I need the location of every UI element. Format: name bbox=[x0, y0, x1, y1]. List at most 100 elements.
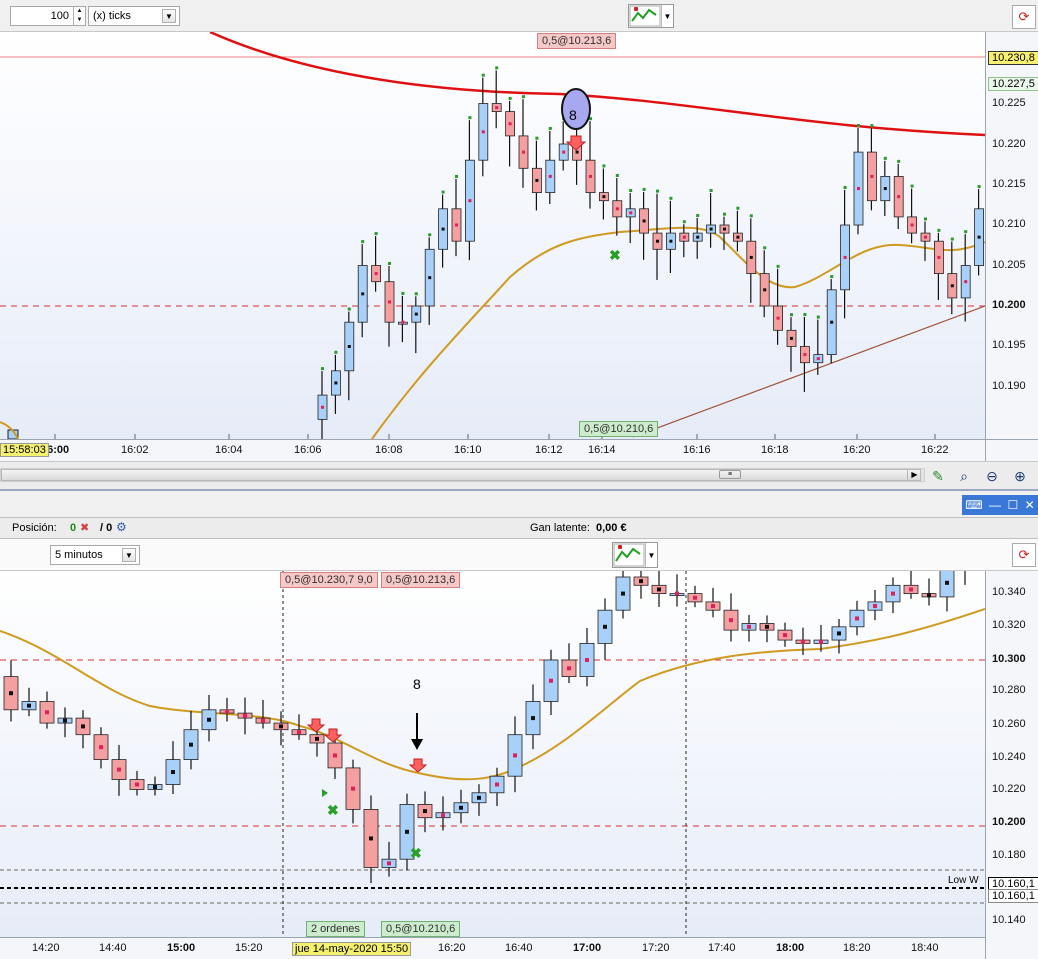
candle-dot bbox=[455, 223, 458, 227]
candle-dot bbox=[279, 724, 283, 729]
candle-marker bbox=[696, 214, 700, 218]
candle-dot bbox=[945, 580, 949, 585]
tools-button[interactable]: ⟳ bbox=[1012, 543, 1036, 567]
candle-marker bbox=[548, 126, 552, 130]
scroll-right-icon[interactable]: ▶ bbox=[907, 469, 921, 481]
candle-marker bbox=[347, 307, 351, 311]
candle-dot bbox=[803, 353, 807, 357]
candle-marker bbox=[321, 367, 324, 371]
tools-button[interactable]: ⟳ bbox=[1012, 5, 1036, 29]
candle-dot bbox=[615, 207, 619, 211]
candle-dot bbox=[423, 809, 427, 814]
timeframe-select[interactable]: 5 minutos ▼ bbox=[50, 545, 140, 565]
candle-dot bbox=[513, 753, 517, 758]
scroll-grip-icon: ≡ bbox=[719, 470, 741, 479]
ticks-unit-label: (x) ticks bbox=[93, 10, 131, 22]
maximize-icon[interactable]: ☐ bbox=[1007, 498, 1019, 512]
top-price-tick: 10.215 bbox=[992, 178, 1026, 190]
bottom-order-tag-1[interactable]: 0,5@10.230,7 9,0 bbox=[280, 572, 378, 588]
candle-dot bbox=[321, 405, 324, 409]
candle-dot bbox=[189, 742, 193, 747]
bottom-time-tick: 17:20 bbox=[642, 942, 670, 954]
bottom-price-tick: 10.240 bbox=[992, 751, 1026, 763]
candle-dot bbox=[977, 235, 981, 239]
signal-ellipse bbox=[561, 88, 591, 130]
trend-line bbox=[632, 305, 985, 438]
top-chart-svg: ✖ bbox=[0, 32, 985, 439]
position-value: 0 bbox=[70, 522, 77, 534]
bottom-time-tick: 17:00 bbox=[573, 942, 602, 954]
strategy-chart-icon bbox=[629, 5, 661, 27]
ticks-spinner[interactable]: 100 ▲ ▼ bbox=[10, 6, 86, 26]
scrollbar-thumb[interactable] bbox=[1, 469, 921, 481]
keyboard-icon[interactable]: ⌨ bbox=[965, 498, 983, 512]
top-order-tag-buy[interactable]: 0,5@10.210,6 bbox=[579, 421, 659, 437]
bottom-time-tick: 14:40 bbox=[99, 942, 127, 954]
bottom-price-tick: 10.320 bbox=[992, 619, 1026, 631]
candle-dot bbox=[459, 805, 463, 810]
chevron-down-icon: ▼ bbox=[162, 9, 176, 23]
chevron-down-icon[interactable]: ▼ bbox=[661, 5, 673, 27]
candle-dot bbox=[765, 624, 769, 629]
top-price-tick: 10.195 bbox=[992, 339, 1026, 351]
bottom-chart[interactable]: ✖ ✖ bbox=[0, 571, 985, 937]
candle-dot bbox=[388, 300, 391, 304]
position-label: Posición: bbox=[12, 522, 57, 534]
timeframe-label: 5 minutos bbox=[55, 549, 103, 561]
candle-dot bbox=[910, 223, 914, 227]
bottom-order-tag-2[interactable]: 0,5@10.213,6 bbox=[381, 572, 461, 588]
chevron-down-icon: ▼ bbox=[122, 548, 136, 562]
candle-dot bbox=[333, 753, 337, 758]
tools-icon[interactable]: ✎ bbox=[932, 467, 944, 484]
position-orders: / 0 bbox=[100, 522, 113, 534]
candle-marker bbox=[522, 95, 525, 99]
top-price-tick: 10.225 bbox=[992, 97, 1026, 109]
candle-dot bbox=[669, 239, 673, 243]
bottom-time-tick: 18:40 bbox=[911, 942, 939, 954]
zoom-fit-icon[interactable]: ⌕ bbox=[960, 467, 968, 484]
candle-dot bbox=[964, 280, 968, 284]
strategy-button-bottom[interactable]: ▼ bbox=[612, 542, 658, 568]
bottom-price-tick: 10.180 bbox=[992, 849, 1026, 861]
settings-gear-icon[interactable]: ⚙ bbox=[116, 520, 127, 534]
top-chart[interactable]: ✖ bbox=[0, 32, 985, 439]
candle-dot bbox=[873, 604, 877, 609]
bottom-time-axis[interactable]: 14:20 14:40 15:00 15:20 16:20 16:40 17:00 17:20… bbox=[0, 937, 985, 959]
minimize-icon[interactable]: — bbox=[989, 498, 1001, 512]
candle-marker bbox=[763, 246, 767, 250]
top-signal-count: 8 bbox=[569, 107, 577, 123]
bottom-signal-count: 8 bbox=[413, 676, 421, 692]
candle-dot bbox=[567, 666, 571, 671]
candle-dot bbox=[575, 150, 579, 154]
candle-dot bbox=[207, 717, 211, 722]
candle-dot bbox=[736, 235, 740, 239]
candle-dot bbox=[950, 284, 954, 288]
spinner-arrows-icon[interactable]: ▲ ▼ bbox=[73, 7, 85, 25]
bottom-price-tick: 10.260 bbox=[992, 718, 1026, 730]
zoom-out-icon[interactable]: ⊖ bbox=[986, 467, 998, 484]
top-time-axis[interactable]: 16:00 16:02 16:04 16:06 16:08 16:10 16:12 16:14… bbox=[0, 439, 985, 461]
zoom-in-icon[interactable]: ⊕ bbox=[1014, 467, 1026, 484]
bottom-order-tag-3[interactable]: 0,5@10.210,6 bbox=[381, 921, 461, 937]
candle-dot bbox=[783, 633, 787, 638]
candle-dot bbox=[855, 616, 859, 621]
candle-marker bbox=[790, 313, 793, 317]
candle-dot bbox=[99, 745, 103, 750]
candle-marker bbox=[481, 73, 485, 77]
horizontal-scrollbar[interactable]: ≡ ▶ bbox=[0, 468, 925, 482]
top-price-axis[interactable]: 10.225 10.220 10.215 10.210 10.205 10.200 10.1… bbox=[985, 32, 1038, 439]
close-position-icon[interactable]: ✖ bbox=[80, 522, 90, 534]
candle-marker bbox=[910, 184, 914, 188]
strategy-button[interactable]: ▼ bbox=[628, 4, 674, 28]
top-order-tag-sell[interactable]: 0,5@10.213,6 bbox=[537, 33, 617, 49]
candle-dot bbox=[522, 150, 525, 154]
chevron-down-icon[interactable]: ▼ bbox=[645, 543, 657, 567]
candle-dot bbox=[261, 718, 265, 723]
candle-marker bbox=[843, 185, 847, 189]
tools-icon: ⟳ bbox=[1018, 547, 1030, 562]
candle-dot bbox=[927, 593, 931, 598]
orders-count-tag[interactable]: 2 ordenes bbox=[306, 921, 365, 937]
close-icon[interactable]: ✕ bbox=[1024, 498, 1035, 512]
ticks-unit-select[interactable]: (x) ticks ▼ bbox=[88, 6, 180, 26]
candle-marker bbox=[428, 233, 432, 237]
